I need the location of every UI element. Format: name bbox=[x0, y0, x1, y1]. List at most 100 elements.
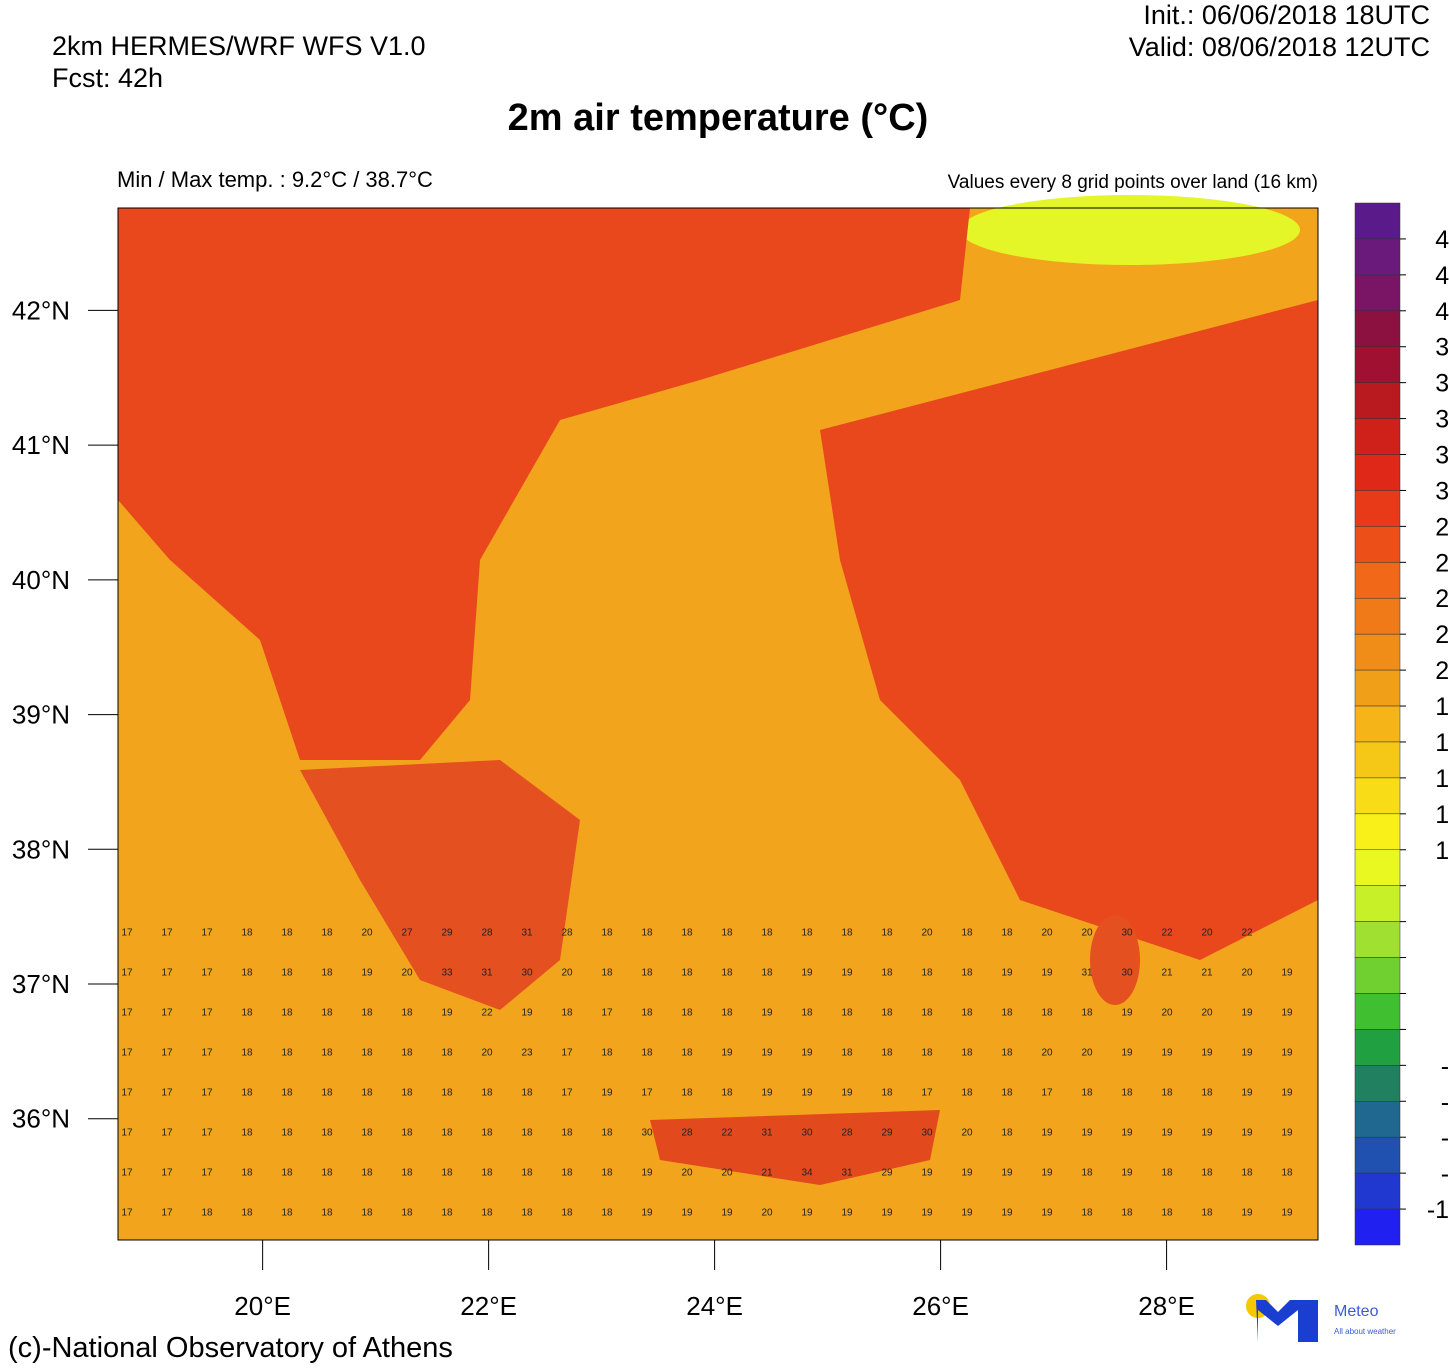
valid: Valid: 08/06/2018 12UTC bbox=[1129, 32, 1430, 62]
grid-value: 19 bbox=[1241, 1088, 1253, 1099]
grid-value: 18 bbox=[801, 928, 813, 939]
y-tick-label: 39°N bbox=[12, 700, 70, 730]
grid-value: 20 bbox=[561, 968, 573, 979]
grid-value: 18 bbox=[761, 968, 773, 979]
logo-text: Meteo bbox=[1334, 1303, 1379, 1320]
y-tick-label: 36°N bbox=[12, 1104, 70, 1134]
colorbar-label: 20 bbox=[1435, 657, 1449, 685]
grid-value: 19 bbox=[1241, 1008, 1253, 1019]
grid-value: 18 bbox=[441, 1048, 453, 1059]
colorbar-label: 28 bbox=[1435, 513, 1449, 541]
grid-value: 17 bbox=[161, 1088, 173, 1099]
grid-value: 19 bbox=[1081, 1128, 1093, 1139]
colorbar-band bbox=[1354, 202, 1401, 240]
colorbar-label: 10 bbox=[1435, 837, 1449, 865]
grid-value: 21 bbox=[761, 1168, 773, 1179]
grid-value: 20 bbox=[361, 928, 373, 939]
colorbar-band bbox=[1354, 1172, 1401, 1210]
grid-value: 18 bbox=[721, 968, 733, 979]
grid-value: 18 bbox=[561, 1208, 573, 1219]
grid-value: 33 bbox=[441, 968, 453, 979]
note: Values every 8 grid points over land (16… bbox=[948, 172, 1318, 193]
grid-value: 29 bbox=[441, 928, 453, 939]
colorbar-band bbox=[1354, 885, 1401, 922]
colorbar-label: 16 bbox=[1435, 729, 1449, 757]
grid-value: 18 bbox=[921, 968, 933, 979]
grid-value: 22 bbox=[1241, 928, 1253, 939]
grid-value: 18 bbox=[401, 1168, 413, 1179]
colorbar-band bbox=[1354, 310, 1401, 347]
colorbar-label: 38 bbox=[1435, 334, 1449, 362]
grid-value: 19 bbox=[1241, 1208, 1253, 1219]
grid-value: 17 bbox=[201, 1168, 213, 1179]
grid-value: 18 bbox=[361, 1168, 373, 1179]
grid-value: 18 bbox=[881, 1008, 893, 1019]
grid-value: 18 bbox=[281, 1008, 293, 1019]
grid-value: 18 bbox=[921, 1008, 933, 1019]
grid-value: 20 bbox=[1161, 1008, 1173, 1019]
grid-value: 18 bbox=[881, 1048, 893, 1059]
grid-value: 22 bbox=[721, 1128, 733, 1139]
x-tick-label: 24°E bbox=[686, 1291, 743, 1321]
grid-value: 18 bbox=[281, 1168, 293, 1179]
colorbar-band bbox=[1354, 597, 1401, 635]
grid-value: 19 bbox=[841, 1208, 853, 1219]
grid-value: 18 bbox=[641, 1048, 653, 1059]
grid-value: 19 bbox=[1281, 1208, 1293, 1219]
grid-value: 18 bbox=[361, 1088, 373, 1099]
grid-value: 19 bbox=[1041, 968, 1053, 979]
grid-value: 18 bbox=[321, 1088, 333, 1099]
y-tick-label: 40°N bbox=[12, 565, 70, 595]
colorbar-label: 24 bbox=[1435, 585, 1449, 613]
grid-value: 18 bbox=[881, 968, 893, 979]
grid-value: 18 bbox=[521, 1128, 533, 1139]
grid-value: 19 bbox=[1281, 968, 1293, 979]
grid-value: 19 bbox=[1121, 1048, 1133, 1059]
grid-value: 18 bbox=[681, 928, 693, 939]
grid-value: 18 bbox=[721, 928, 733, 939]
credit: (c)-National Observatory of Athens bbox=[8, 1332, 453, 1364]
colorbar-label: 12 bbox=[1435, 801, 1449, 829]
grid-value: 18 bbox=[241, 1048, 253, 1059]
grid-value: 20 bbox=[1081, 928, 1093, 939]
minmax: Min / Max temp. : 9.2°C / 38.7°C bbox=[117, 167, 433, 192]
grid-value: 22 bbox=[481, 1008, 493, 1019]
grid-value: 19 bbox=[1281, 1048, 1293, 1059]
grid-value: 18 bbox=[561, 1008, 573, 1019]
grid-value: 17 bbox=[161, 1048, 173, 1059]
grid-value: 18 bbox=[281, 1088, 293, 1099]
grid-value: 17 bbox=[201, 1048, 213, 1059]
grid-value: 18 bbox=[601, 968, 613, 979]
grid-value: 19 bbox=[1121, 1168, 1133, 1179]
grid-value: 18 bbox=[241, 1008, 253, 1019]
grid-value: 19 bbox=[641, 1168, 653, 1179]
grid-value: 30 bbox=[641, 1128, 653, 1139]
colorbar-band bbox=[1354, 741, 1401, 779]
grid-value: 18 bbox=[401, 1008, 413, 1019]
grid-value: 17 bbox=[641, 1088, 653, 1099]
colorbar-label: 36 bbox=[1435, 370, 1449, 398]
grid-value: 19 bbox=[681, 1208, 693, 1219]
y-tick-label: 38°N bbox=[12, 834, 70, 864]
grid-value: 31 bbox=[1081, 968, 1093, 979]
colorbar-label: -2 bbox=[1441, 1052, 1449, 1080]
grid-value: 18 bbox=[401, 1088, 413, 1099]
grid-value: 19 bbox=[841, 1088, 853, 1099]
colorbar-band bbox=[1354, 454, 1401, 491]
grid-value: 19 bbox=[961, 1168, 973, 1179]
grid-value: 18 bbox=[1081, 1008, 1093, 1019]
grid-value: 17 bbox=[161, 1208, 173, 1219]
grid-value: 18 bbox=[481, 1128, 493, 1139]
grid-value: 18 bbox=[361, 1208, 373, 1219]
grid-value: 18 bbox=[1201, 1168, 1213, 1179]
colorbar-label: -6 bbox=[1441, 1124, 1449, 1152]
grid-value: 19 bbox=[921, 1168, 933, 1179]
grid-value: 19 bbox=[1041, 1168, 1053, 1179]
grid-value: 19 bbox=[881, 1208, 893, 1219]
grid-value: 20 bbox=[1201, 1008, 1213, 1019]
grid-value: 18 bbox=[961, 1048, 973, 1059]
grid-value: 18 bbox=[241, 1128, 253, 1139]
grid-value: 18 bbox=[881, 1088, 893, 1099]
grid-value: 21 bbox=[1161, 968, 1173, 979]
colorbar-band bbox=[1354, 921, 1401, 958]
